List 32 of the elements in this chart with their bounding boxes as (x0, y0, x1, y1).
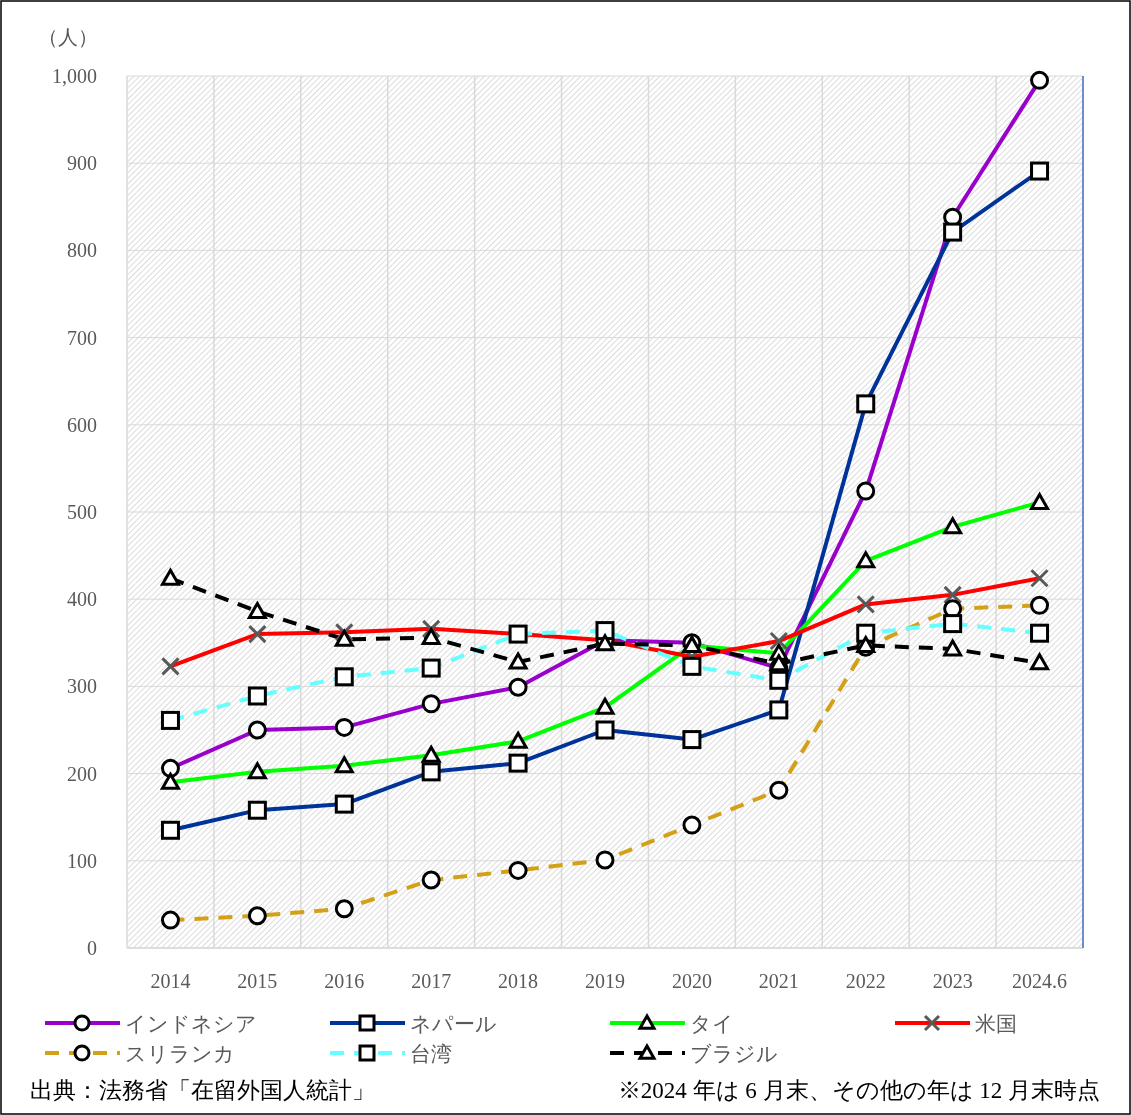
y-axis-title: （人） (38, 26, 98, 48)
y-tick-label: 400 (67, 588, 97, 611)
x-tick-label: 2021 (758, 970, 799, 992)
y-tick-label: 200 (67, 762, 97, 785)
legend-label: ネパール (410, 1012, 497, 1036)
y-tick-label: 900 (67, 152, 97, 175)
x-tick-label: 2019 (585, 970, 625, 992)
y-tick-label: 1,000 (52, 65, 97, 87)
legend-label: ブラジル (690, 1042, 778, 1066)
y-tick-label: 0 (87, 937, 97, 959)
x-tick-label: 2015 (237, 970, 278, 992)
x-tick-label: 2020 (671, 970, 712, 992)
legend-label: 米国 (975, 1012, 1017, 1036)
x-tick-label: 2024.6 (1012, 970, 1068, 992)
y-tick-label: 100 (67, 849, 97, 872)
y-tick-label: 500 (67, 501, 97, 523)
legend-label: 台湾 (410, 1042, 452, 1066)
x-tick-label: 2014 (150, 970, 191, 992)
y-tick-label: 800 (67, 239, 97, 262)
y-tick-label: 600 (67, 413, 97, 436)
x-tick-label: 2018 (498, 970, 539, 992)
y-tick-label: 300 (67, 675, 97, 698)
y-tick-label: 700 (67, 326, 97, 349)
source-note: 出典：法務省「在留外国人統計」 (30, 1078, 375, 1103)
x-tick-label: 2016 (324, 970, 365, 992)
x-tick-label: 2022 (845, 970, 886, 992)
legend-label: スリランカ (125, 1042, 235, 1066)
legend-label: タイ (690, 1012, 734, 1036)
legend-label: インドネシア (125, 1012, 257, 1036)
x-tick-label: 2017 (411, 970, 452, 992)
text: ※2024 年は 6 月末、その他の年は 12 月末時点 (617, 1078, 1100, 1103)
x-tick-label: 2023 (932, 970, 973, 992)
